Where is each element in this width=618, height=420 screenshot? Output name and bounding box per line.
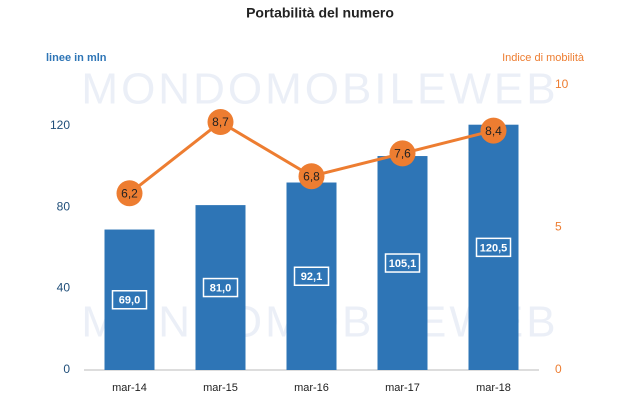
line-marker — [389, 140, 416, 167]
x-tick-label: mar-17 — [385, 382, 420, 394]
bar-label-box — [202, 277, 239, 298]
y-tick-label: 80 — [57, 199, 71, 213]
y2-tick-label: 5 — [555, 220, 562, 234]
y-tick-label: 120 — [50, 118, 70, 132]
x-tick-label: mar-16 — [294, 382, 329, 394]
bar-label: 81,0 — [210, 282, 231, 294]
line-label: 7,6 — [394, 147, 411, 161]
chart-title: Portabilità del numero — [246, 5, 394, 21]
line-label: 8,7 — [212, 115, 229, 129]
y2-tick-label: 10 — [555, 77, 569, 91]
y2-tick-label: 0 — [555, 362, 562, 376]
bar-label-box — [111, 290, 148, 310]
line-label: 6,2 — [121, 186, 138, 200]
bar-label: 92,1 — [301, 271, 322, 283]
line-marker — [480, 117, 507, 144]
x-tick-label: mar-18 — [476, 382, 511, 394]
x-tick-label: mar-15 — [203, 382, 238, 394]
line-marker — [207, 109, 234, 136]
bar-label: 69,0 — [119, 295, 140, 307]
x-tick-label: mar-14 — [112, 382, 147, 394]
y-tick-label: 40 — [57, 281, 71, 295]
line-marker — [116, 180, 143, 207]
bar-label: 120,5 — [480, 242, 508, 254]
bar-label-box — [475, 237, 512, 258]
y-tick-label: 0 — [63, 362, 70, 376]
y2-axis-title: Indice di mobilità — [502, 52, 585, 64]
watermark: MONDOMOBILEWEB — [81, 65, 558, 114]
y-axis-title: linee in mln — [46, 52, 107, 64]
bar-label: 105,1 — [389, 258, 417, 270]
line-label: 8,4 — [485, 124, 502, 138]
line-label: 6,8 — [303, 169, 320, 183]
bar-label-box — [293, 266, 330, 287]
bar-label-box — [384, 253, 421, 273]
line-marker — [298, 163, 325, 190]
